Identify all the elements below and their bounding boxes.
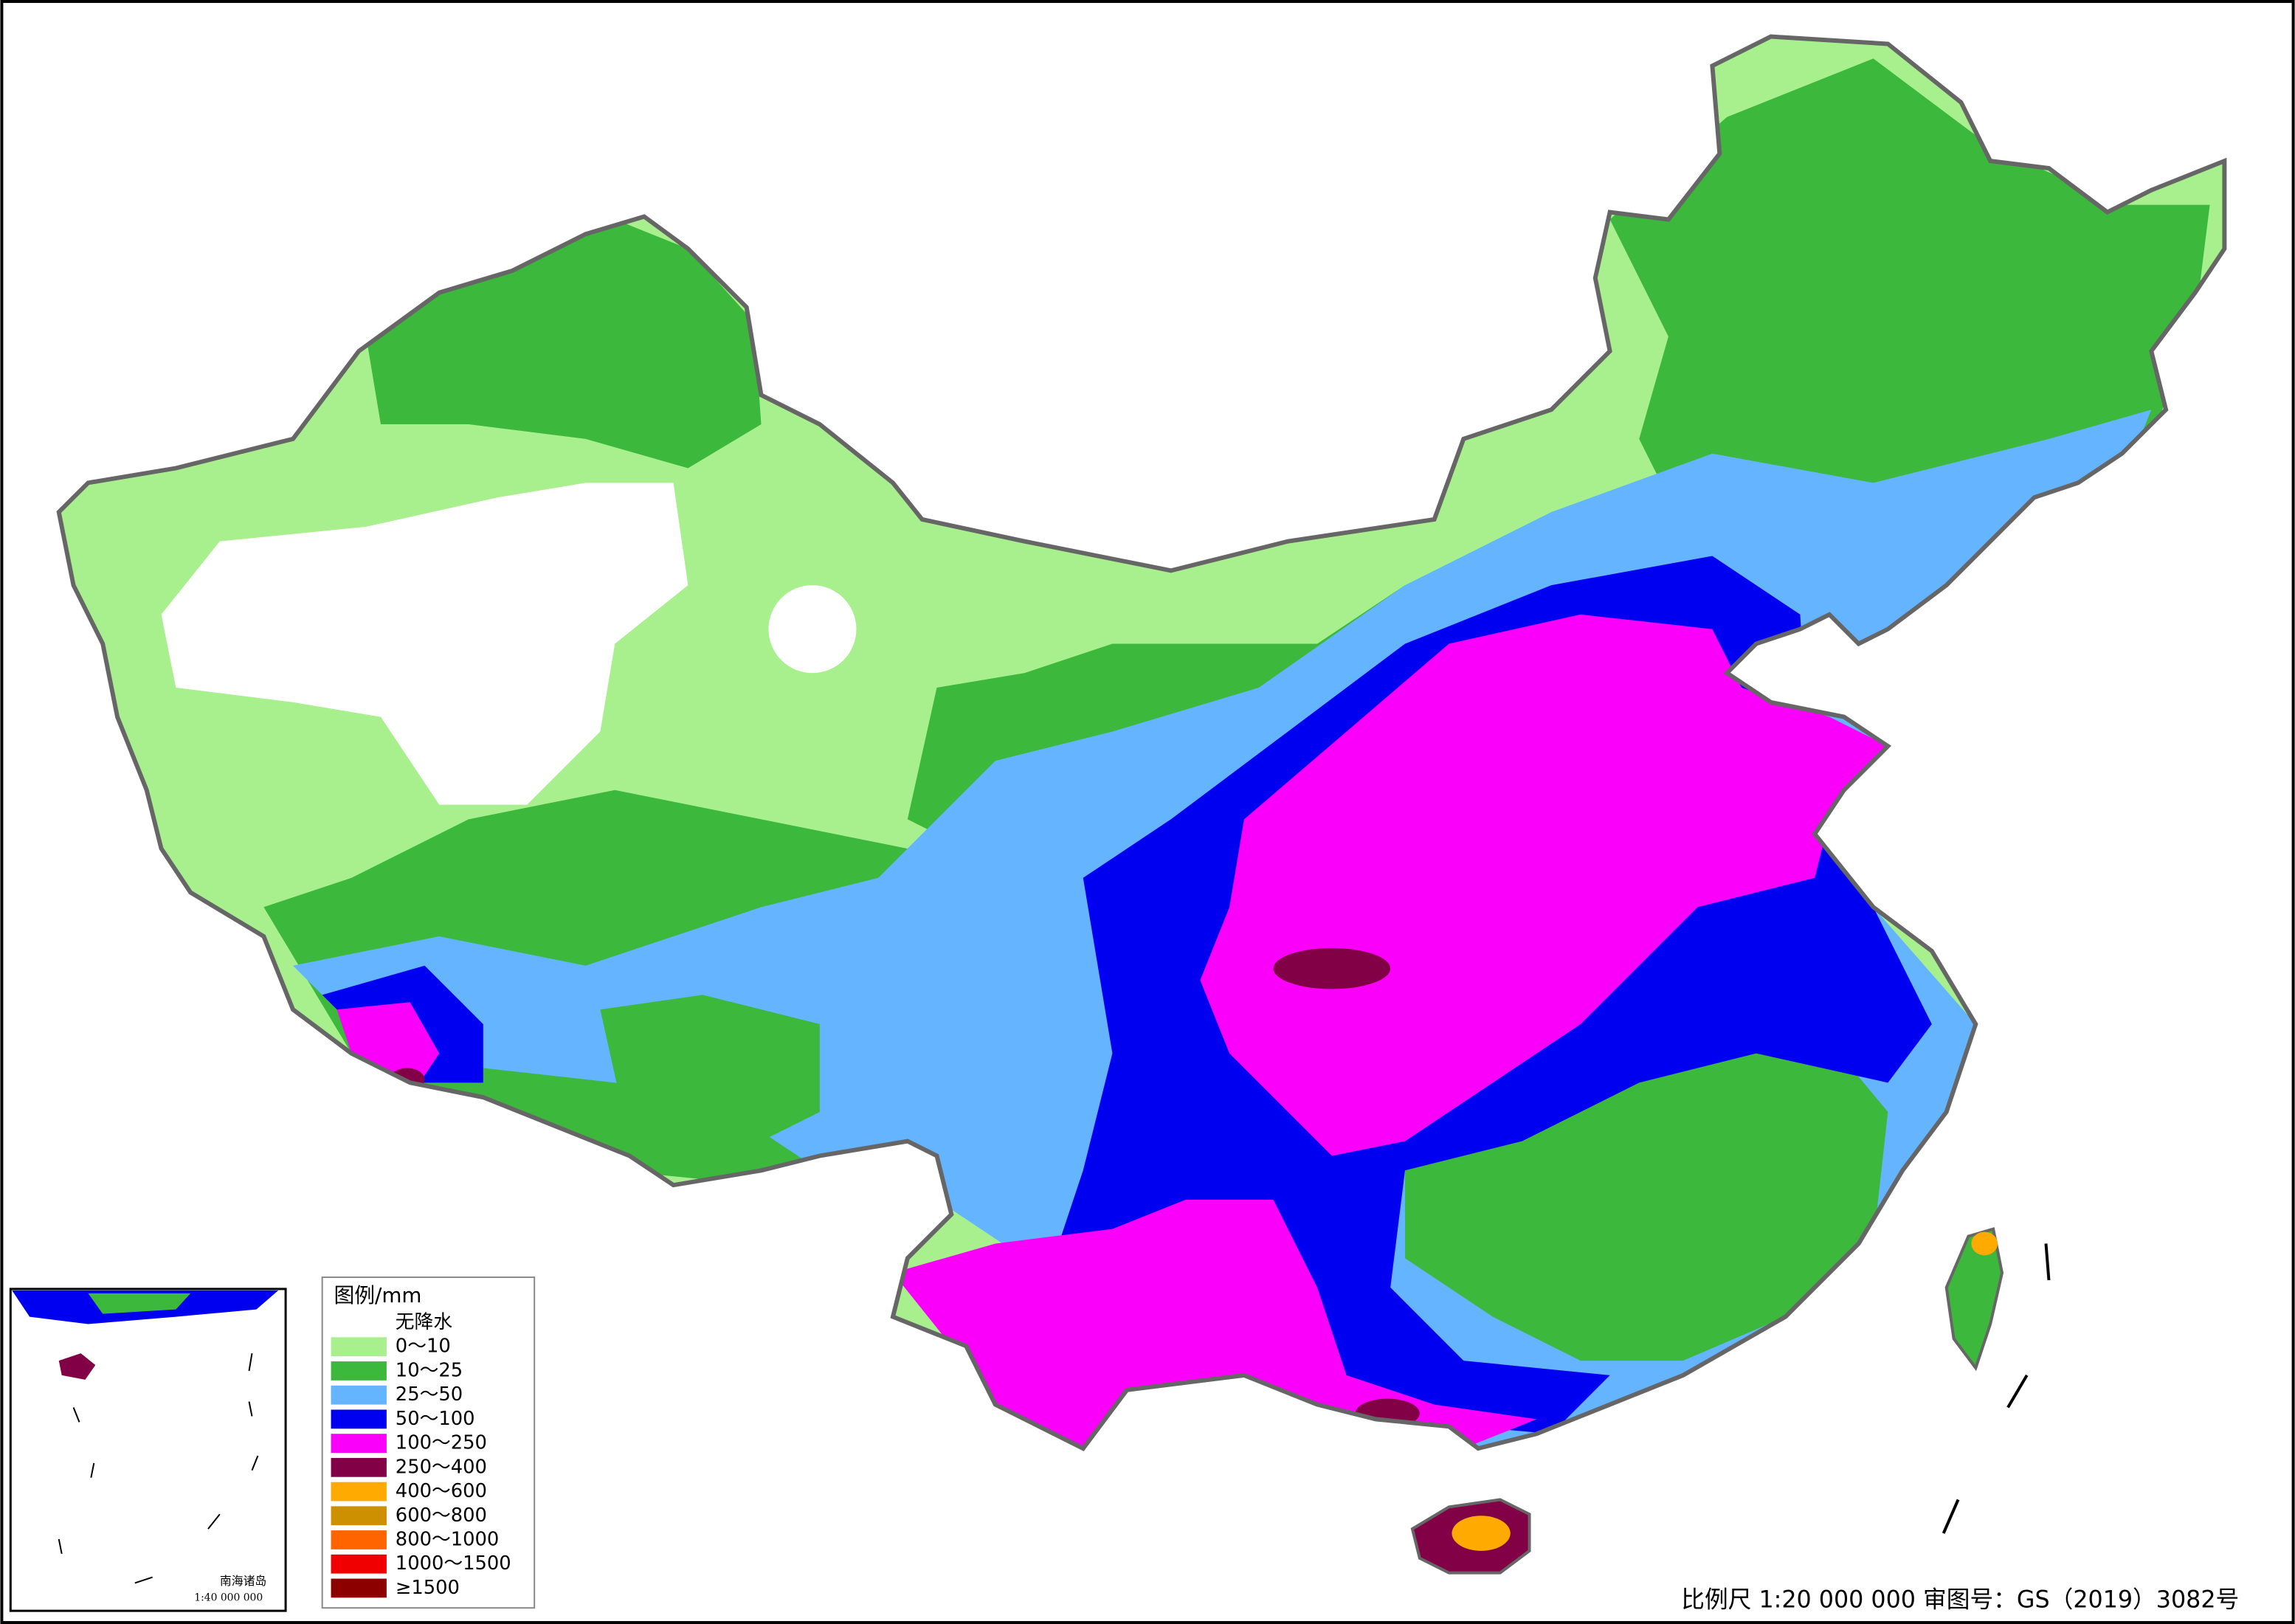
- zone: [161, 483, 688, 805]
- dash-line: [1942, 1499, 1960, 1534]
- zone: [907, 58, 2210, 878]
- zone: [1971, 1231, 1998, 1256]
- dash-line: [72, 1407, 80, 1423]
- legend-label: 25～50: [396, 1383, 463, 1406]
- inset-frame: [9, 1288, 287, 1612]
- legend-swatch: [331, 1434, 387, 1454]
- zone: [600, 995, 820, 1156]
- legend-swatch: [331, 1457, 387, 1477]
- legend-label: 50～100: [396, 1408, 475, 1430]
- dash-line: [90, 1462, 95, 1478]
- zone: [1273, 947, 1391, 989]
- dash-line: [58, 1538, 63, 1555]
- inset: 南海诸岛 1:40 000 000: [9, 1288, 287, 1612]
- legend-swatch: [331, 1409, 387, 1429]
- legend-swatch: [331, 1554, 387, 1574]
- dash-line: [2006, 1374, 2029, 1409]
- zone: [892, 1199, 1537, 1449]
- zone: [88, 1293, 191, 1314]
- legend-label: 100～250: [396, 1432, 487, 1454]
- dash-line: [251, 1455, 259, 1471]
- legend-swatch: [331, 1578, 387, 1598]
- legend-swatch: [331, 1506, 387, 1526]
- legend-label: 10～25: [396, 1359, 463, 1381]
- dash-line: [134, 1576, 153, 1584]
- legend-label: 1000～1500: [396, 1552, 511, 1575]
- legend-swatch: [331, 1482, 387, 1502]
- legend-title: 图例/mm: [334, 1283, 422, 1307]
- legend-label: 0～10: [396, 1336, 451, 1358]
- legend-swatch: [331, 1337, 387, 1357]
- zone: [768, 585, 857, 674]
- dash-line: [2044, 1243, 2051, 1281]
- inset-title: 南海诸岛: [220, 1574, 266, 1588]
- legend-label: ≥1500: [396, 1577, 460, 1599]
- legend-swatch: [331, 1361, 387, 1381]
- dash-line: [207, 1513, 221, 1530]
- legend-label: 800～1000: [396, 1528, 500, 1550]
- legend-swatch: [331, 1313, 387, 1333]
- zone: [1404, 1024, 1888, 1361]
- legend-label: 无降水: [396, 1311, 453, 1333]
- legend-label: 250～400: [396, 1456, 487, 1478]
- legend: 图例/mm 无降水 0～1010～2525～5050～100100～250250～…: [321, 1276, 536, 1609]
- legend-swatch: [331, 1385, 387, 1405]
- scale-note: 比例尺 1:20 000 000 审图号：GS（2019）3082号: [1681, 1586, 2239, 1613]
- inset-scale: 1:40 000 000: [194, 1592, 263, 1603]
- legend-label: 600～800: [396, 1504, 487, 1527]
- zone: [1452, 1516, 1511, 1551]
- zone: [58, 1353, 96, 1380]
- legend-swatch: [331, 1530, 387, 1549]
- dash-line: [248, 1401, 253, 1417]
- zone: [1200, 614, 1888, 1156]
- legend-label: 400～600: [396, 1480, 487, 1502]
- dash-line: [248, 1353, 253, 1372]
